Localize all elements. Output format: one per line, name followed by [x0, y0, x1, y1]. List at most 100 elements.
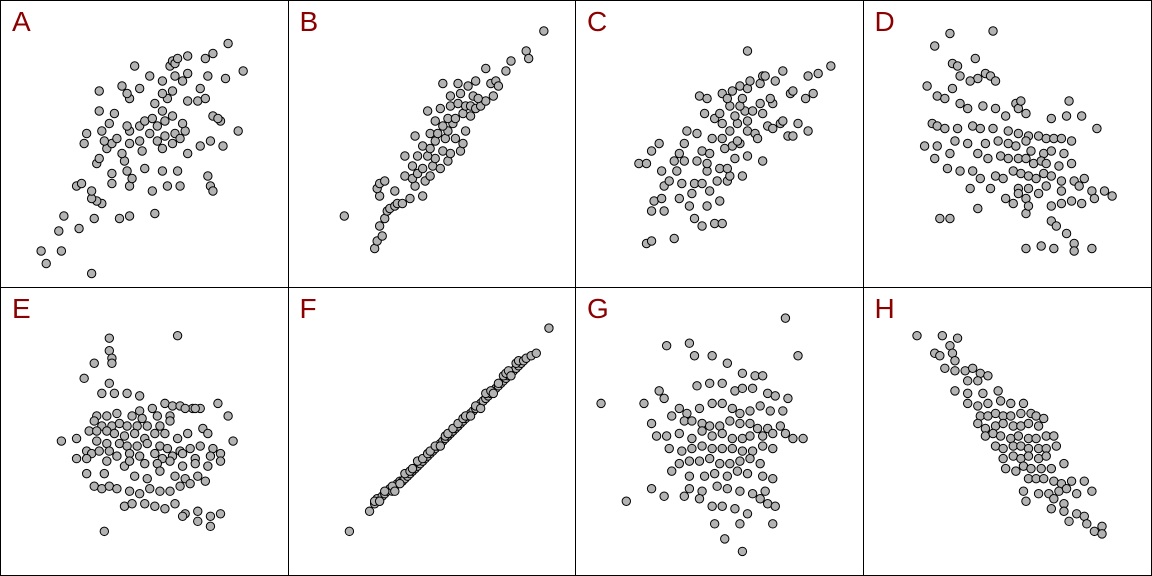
data-point [147, 113, 158, 124]
data-point [1041, 181, 1051, 191]
data-point [152, 411, 163, 421]
panel-label: F [299, 293, 317, 324]
data-point [424, 143, 435, 154]
data-point [195, 441, 205, 451]
data-point [715, 108, 725, 119]
data-point [664, 176, 674, 186]
data-point [107, 358, 117, 368]
data-point [71, 433, 82, 444]
data-point [170, 499, 180, 509]
data-point [437, 78, 448, 89]
data-point [205, 521, 216, 532]
data-point [1106, 191, 1117, 201]
data-point [124, 456, 135, 466]
data-point [160, 428, 170, 439]
data-point [997, 173, 1008, 184]
data-point [659, 491, 669, 501]
data-point [757, 156, 768, 166]
data-point [193, 506, 203, 516]
data-point [41, 258, 51, 269]
data-point [1020, 153, 1031, 164]
scatter-panel-d: D [863, 1, 1151, 288]
data-point [155, 421, 165, 431]
data-point [715, 196, 725, 206]
data-point [112, 408, 122, 419]
data-point [717, 398, 727, 409]
data-point [1023, 451, 1033, 461]
data-point [954, 166, 965, 176]
data-point [944, 148, 955, 159]
data-point [725, 416, 735, 426]
data-point [684, 483, 695, 494]
data-point [94, 153, 104, 164]
data-point [134, 136, 145, 146]
data-point [717, 218, 727, 229]
data-point [374, 496, 384, 506]
data-point [707, 431, 717, 441]
scatter-panel-e: E [1, 288, 289, 575]
data-point [674, 428, 685, 439]
data-point [770, 76, 780, 86]
data-point [127, 499, 137, 509]
data-point [997, 453, 1008, 464]
data-point [747, 106, 758, 116]
data-point [1000, 193, 1010, 204]
data-point [669, 156, 679, 166]
data-point [679, 156, 690, 166]
data-point [145, 483, 155, 494]
data-point [488, 388, 498, 399]
data-point [150, 448, 160, 459]
data-point [672, 166, 682, 176]
data-point [1063, 96, 1074, 106]
data-point [200, 93, 211, 104]
data-point [102, 456, 112, 466]
data-point [667, 411, 677, 421]
data-point [745, 406, 755, 416]
data-point [1048, 431, 1059, 441]
data-point [778, 406, 788, 416]
data-point [167, 86, 178, 96]
data-point [684, 471, 695, 481]
data-point [768, 123, 778, 134]
data-point [157, 88, 168, 99]
data-point [1053, 161, 1064, 171]
data-point [720, 534, 730, 544]
data-point [140, 163, 150, 174]
data-point [195, 141, 205, 151]
data-point [137, 413, 147, 424]
data-point [165, 486, 175, 496]
data-point [238, 66, 248, 76]
data-point [692, 381, 702, 391]
data-point [81, 453, 92, 464]
data-point [1013, 431, 1023, 441]
data-point [942, 163, 952, 174]
data-point [1048, 494, 1059, 504]
data-point [770, 501, 780, 511]
data-point [765, 406, 775, 416]
data-point [964, 76, 975, 86]
data-point [742, 509, 753, 519]
data-point [430, 116, 440, 126]
data-point [757, 441, 768, 451]
data-point [990, 76, 1000, 86]
data-point [778, 66, 788, 76]
data-point [475, 403, 485, 414]
data-point [694, 456, 705, 466]
scatter-panel-h: H [864, 288, 1152, 575]
data-point [1096, 529, 1107, 539]
data-point [654, 386, 664, 396]
data-point [793, 351, 803, 361]
data-point [679, 491, 690, 501]
data-point [742, 46, 753, 56]
data-point [985, 183, 995, 194]
data-point [182, 68, 193, 79]
data-point [86, 268, 97, 279]
data-point [182, 428, 193, 439]
data-point [684, 456, 695, 466]
data-point [707, 398, 717, 409]
data-point [725, 126, 735, 136]
data-point [175, 481, 185, 491]
data-point [803, 71, 813, 81]
scatter-plot-area [339, 26, 549, 254]
data-point [661, 431, 672, 441]
